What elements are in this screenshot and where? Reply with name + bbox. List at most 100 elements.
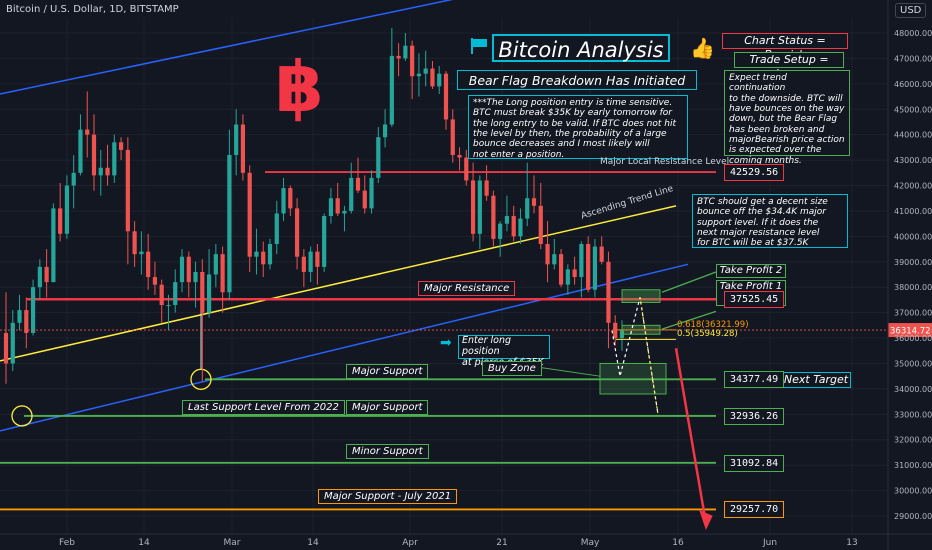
candle-body xyxy=(247,172,252,257)
candlesticks xyxy=(3,27,625,384)
candle-body xyxy=(105,167,110,176)
major-resistance-label: Major Resistance xyxy=(418,281,516,296)
drawings xyxy=(0,0,716,511)
candle-body xyxy=(227,155,232,293)
candle-body xyxy=(159,284,164,306)
candle-body xyxy=(118,142,124,150)
candle-body xyxy=(504,216,510,224)
y-tick-label: 29000.00 xyxy=(894,512,932,521)
current-price-tag-bg xyxy=(888,323,932,338)
candle-body xyxy=(132,231,137,255)
y-tick-label: 31000.00 xyxy=(894,461,932,470)
candle-body xyxy=(599,246,604,262)
candle-body xyxy=(220,254,225,293)
candle-body xyxy=(261,251,266,265)
y-tick-label: 46000.00 xyxy=(894,80,932,89)
candle-body xyxy=(30,287,36,333)
candle-body xyxy=(234,124,239,156)
candle-body xyxy=(511,216,516,237)
candle-body xyxy=(457,155,462,158)
level-price-tag: 42529.56 xyxy=(724,164,785,182)
chart-status-label: Chart Status = Bearish xyxy=(722,33,848,61)
y-tick-label: 44000.00 xyxy=(894,131,932,140)
bitcoin-logo-icon: ฿ xyxy=(275,46,324,128)
enter-long-arrow-icon: ➡ xyxy=(440,335,452,351)
y-tick-label: 40000.00 xyxy=(894,232,932,241)
candle-body xyxy=(484,180,489,196)
candle-body xyxy=(477,180,482,234)
candle-body xyxy=(322,216,327,267)
major-local-resistance-label: Major Local Resistance Level xyxy=(600,157,730,167)
candle-body xyxy=(17,310,22,323)
major-support-label-1: Major Support xyxy=(346,364,429,379)
candle-body xyxy=(464,157,469,181)
candle-body xyxy=(281,188,286,214)
projected-path-white xyxy=(611,297,659,415)
y-tick-label: 45000.00 xyxy=(894,105,932,114)
candle-body xyxy=(606,261,611,323)
candle-body xyxy=(498,223,503,239)
candle-body xyxy=(267,243,273,265)
candle-body xyxy=(349,177,354,211)
candle-body xyxy=(328,198,334,217)
candle-body xyxy=(98,167,103,176)
bearish-arrow-line xyxy=(674,348,708,524)
last-support-2022-label: Last Support Level From 2022 xyxy=(182,400,345,415)
level-price-tag: 29257.70 xyxy=(724,501,785,519)
candle-body xyxy=(355,177,361,191)
y-tick-label: 38000.00 xyxy=(894,283,932,292)
candle-body xyxy=(342,210,347,214)
channel-upper-line xyxy=(0,0,454,95)
major-support-label-2: Major Support xyxy=(346,400,429,415)
main-title: Bitcoin Analysis xyxy=(492,34,670,62)
candle-body xyxy=(443,73,449,120)
candle-body xyxy=(301,256,306,272)
x-tick-label: May xyxy=(581,538,600,548)
note-bounce: BTC should get a decent size bounce off … xyxy=(692,194,848,248)
candle-body xyxy=(396,55,401,59)
candle-body xyxy=(592,246,598,290)
x-tick-label: 14 xyxy=(138,538,150,548)
candle-body xyxy=(240,124,246,173)
candle-body xyxy=(58,208,63,234)
candle-body xyxy=(410,45,415,77)
candle-body xyxy=(10,322,15,364)
tp2-arrow xyxy=(661,271,717,293)
candle-body xyxy=(579,243,584,278)
candle-body xyxy=(558,254,564,285)
candle-body xyxy=(552,254,557,265)
candle-body xyxy=(437,73,442,87)
currency-button[interactable]: USD xyxy=(895,3,927,18)
y-tick-label: 41000.00 xyxy=(894,207,932,216)
bearish-arrow-head xyxy=(699,510,713,531)
candle-body xyxy=(294,208,300,257)
candle-body xyxy=(538,205,543,244)
fib-05-label: 0.5(35949.28) xyxy=(677,329,738,339)
y-tick-label: 42000.00 xyxy=(894,182,932,191)
candle-body xyxy=(491,195,496,239)
candle-body xyxy=(3,332,9,364)
candle-body xyxy=(71,172,76,186)
candle-body xyxy=(146,251,151,278)
subtitle: Bear Flag Breakdown Has Initiated xyxy=(457,70,697,90)
candle-body xyxy=(389,55,394,125)
candle-body xyxy=(565,269,570,285)
candle-body xyxy=(430,68,435,87)
candle-body xyxy=(403,45,408,59)
candle-body xyxy=(125,149,130,232)
time-axis: Feb 14 Mar 14 Apr 21 May 16 Jun 13 xyxy=(0,533,932,548)
x-tick-label: 14 xyxy=(307,538,319,548)
candle-body xyxy=(254,251,259,257)
y-tick-label: 30000.00 xyxy=(894,487,932,496)
candle-body xyxy=(179,256,185,283)
fib-618-label: 0.618(36321.99) xyxy=(677,320,749,330)
thumbs-up-icon: 👍 xyxy=(690,36,715,60)
y-tick-label: 48000.00 xyxy=(894,29,932,38)
candle-body xyxy=(362,190,367,209)
x-tick-label: Mar xyxy=(224,538,241,548)
y-tick-label: 47000.00 xyxy=(894,54,932,63)
candle-body xyxy=(193,271,198,283)
candle-body xyxy=(139,251,144,255)
y-tick-label: 33000.00 xyxy=(894,410,932,419)
